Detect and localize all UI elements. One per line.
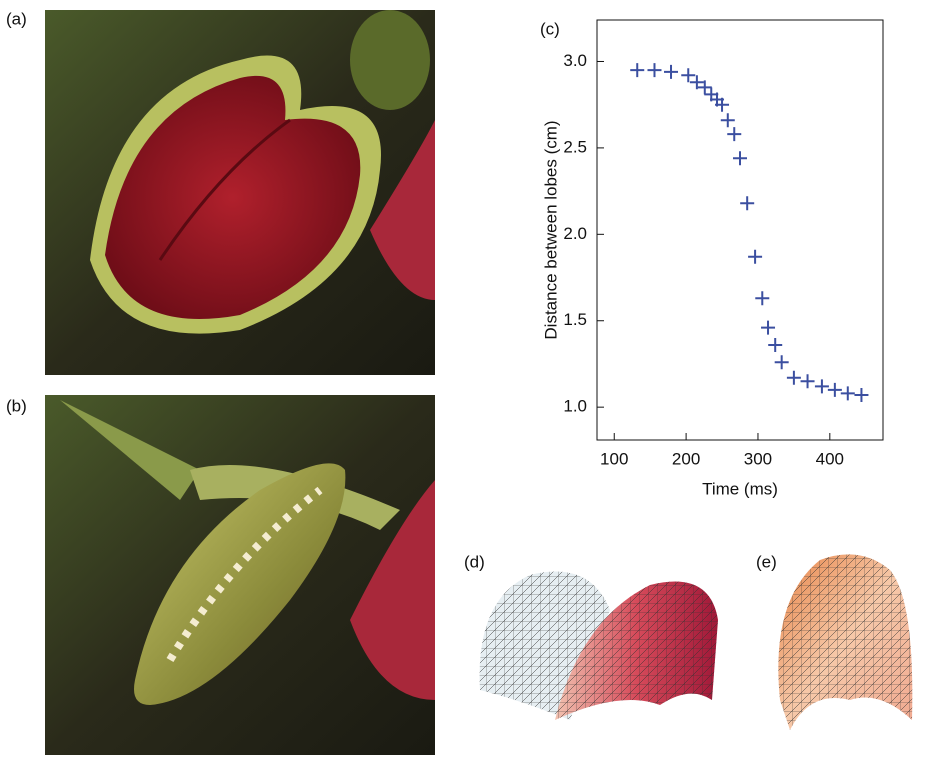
panel-label: (a): [6, 9, 27, 28]
panel-label: (e): [756, 552, 777, 571]
x-tick-label: 200: [672, 449, 700, 468]
photo-a: [45, 10, 435, 375]
mesh-d: [480, 572, 718, 720]
panel-label: (c): [540, 19, 560, 38]
data-point: [647, 63, 661, 77]
data-point: [740, 196, 754, 210]
x-tick-label: 300: [744, 449, 772, 468]
x-tick-label: 400: [816, 449, 844, 468]
panel-label: (d): [464, 552, 485, 571]
y-tick-label: 3.0: [563, 51, 587, 70]
x-axis-label: Time (ms): [702, 479, 778, 498]
data-point: [761, 321, 775, 335]
y-axis-label: Distance between lobes (cm): [541, 120, 560, 339]
y-tick-label: 1.5: [563, 310, 587, 329]
data-point: [768, 338, 782, 352]
data-point: [721, 113, 735, 127]
data-point: [775, 355, 789, 369]
data-point: [828, 383, 842, 397]
data-point: [733, 151, 747, 165]
y-tick-label: 1.0: [563, 397, 587, 416]
data-point: [787, 371, 801, 385]
data-point: [664, 65, 678, 79]
y-tick-label: 2.5: [563, 137, 587, 156]
data-point: [815, 379, 829, 393]
data-point: [854, 388, 868, 402]
photo-b: [45, 395, 435, 755]
data-point: [801, 374, 815, 388]
data-point: [681, 68, 695, 82]
figure: (a) (b) (c) (d) (e) Time (ms) Distance b…: [0, 0, 927, 758]
data-point: [755, 291, 769, 305]
plot-frame: [597, 20, 883, 440]
data-point: [748, 250, 762, 264]
data-point: [727, 127, 741, 141]
panel-label: (b): [6, 396, 27, 415]
x-tick-label: 100: [600, 449, 628, 468]
data-point: [841, 386, 855, 400]
data-point: [630, 63, 644, 77]
mesh-e: [778, 554, 912, 730]
y-tick-label: 2.0: [563, 224, 587, 243]
